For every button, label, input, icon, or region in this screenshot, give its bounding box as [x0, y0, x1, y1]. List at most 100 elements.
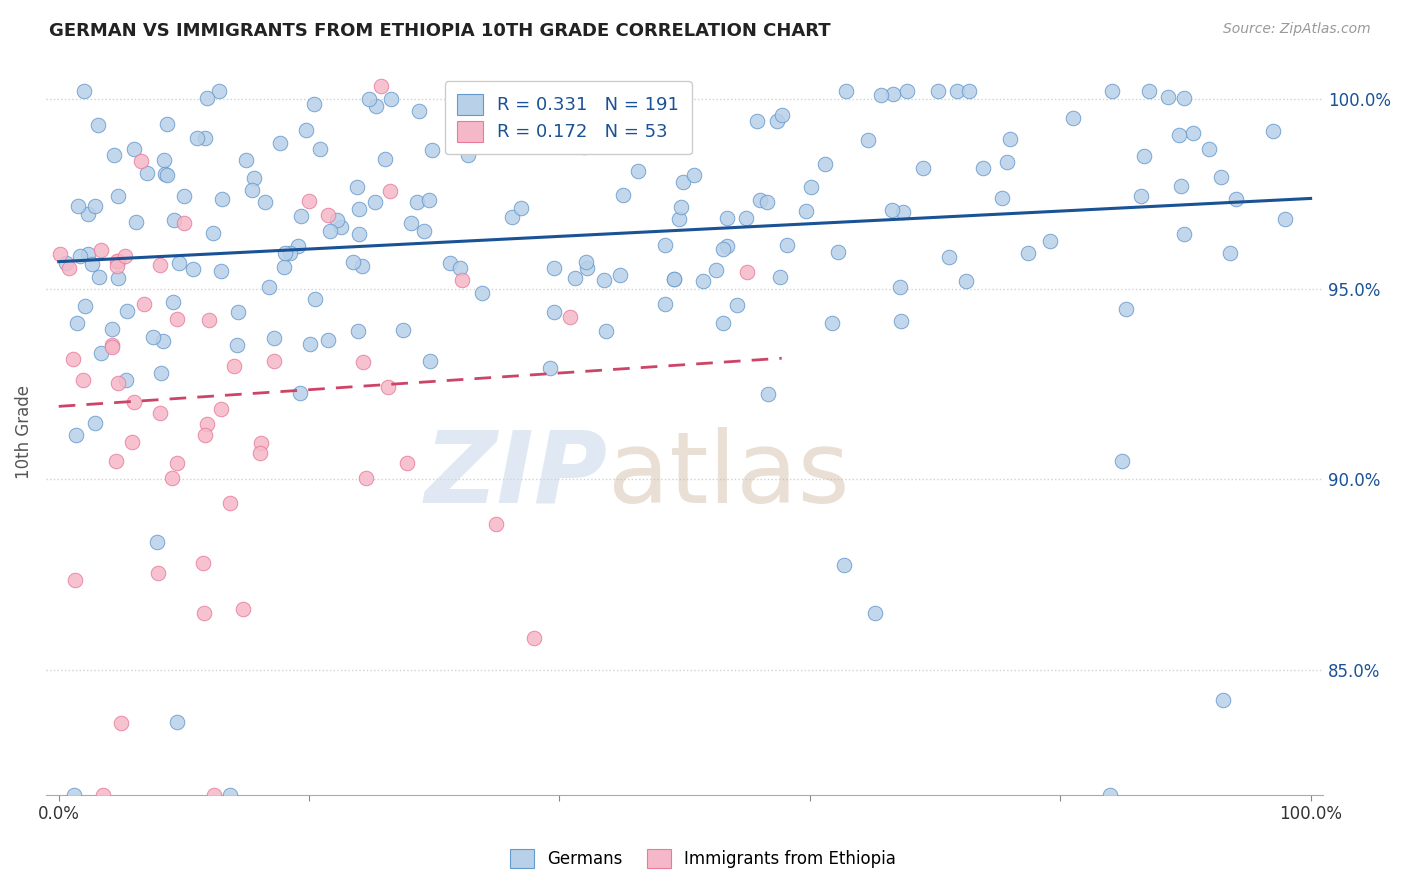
Point	[218, 496, 240, 510]
Point	[530, 105, 553, 120]
Point	[880, 203, 903, 218]
Point	[882, 87, 904, 102]
Point	[77, 207, 100, 221]
Point	[957, 84, 980, 98]
Point	[668, 212, 690, 227]
Point	[86, 118, 108, 132]
Point	[692, 274, 714, 288]
Point	[1181, 126, 1204, 140]
Point	[352, 355, 374, 369]
Point	[870, 88, 893, 103]
Point	[240, 182, 263, 196]
Point	[538, 361, 561, 376]
Point	[472, 113, 495, 128]
Point	[153, 167, 176, 181]
Point	[107, 189, 129, 203]
Point	[58, 261, 80, 276]
Point	[471, 286, 494, 301]
Point	[162, 294, 184, 309]
Point	[1168, 128, 1191, 142]
Point	[609, 268, 631, 282]
Point	[235, 153, 257, 168]
Point	[146, 535, 169, 549]
Point	[890, 313, 912, 327]
Point	[946, 84, 969, 98]
Point	[55, 256, 77, 270]
Point	[912, 161, 935, 175]
Point	[49, 247, 72, 261]
Point	[749, 193, 772, 207]
Point	[581, 95, 603, 109]
Point	[288, 386, 311, 401]
Point	[298, 194, 321, 208]
Point	[222, 359, 245, 373]
Point	[439, 256, 461, 270]
Point	[87, 269, 110, 284]
Point	[1170, 178, 1192, 193]
Point	[1115, 301, 1137, 316]
Point	[114, 373, 136, 387]
Point	[1173, 91, 1195, 105]
Point	[543, 261, 565, 276]
Point	[626, 163, 648, 178]
Point	[346, 325, 368, 339]
Point	[776, 238, 799, 252]
Point	[643, 113, 665, 128]
Point	[1274, 211, 1296, 226]
Point	[938, 250, 960, 264]
Point	[122, 395, 145, 409]
Point	[316, 208, 339, 222]
Point	[420, 143, 443, 157]
Point	[302, 96, 325, 111]
Point	[167, 255, 190, 269]
Point	[121, 434, 143, 449]
Point	[107, 253, 129, 268]
Point	[173, 216, 195, 230]
Point	[273, 260, 295, 274]
Point	[1157, 90, 1180, 104]
Point	[835, 84, 858, 98]
Point	[1219, 246, 1241, 260]
Point	[208, 84, 231, 98]
Point	[166, 312, 188, 326]
Point	[166, 715, 188, 730]
Point	[995, 155, 1018, 169]
Point	[1130, 189, 1153, 203]
Point	[152, 334, 174, 349]
Point	[209, 264, 232, 278]
Point	[90, 243, 112, 257]
Point	[269, 136, 291, 150]
Point	[352, 260, 374, 274]
Point	[711, 242, 734, 256]
Point	[595, 325, 617, 339]
Point	[198, 312, 221, 326]
Point	[1133, 149, 1156, 163]
Point	[243, 170, 266, 185]
Text: Source: ZipAtlas.com: Source: ZipAtlas.com	[1223, 22, 1371, 37]
Point	[716, 211, 738, 226]
Point	[316, 333, 339, 347]
Point	[1111, 454, 1133, 468]
Point	[891, 205, 914, 219]
Text: atlas: atlas	[607, 427, 849, 524]
Point	[1198, 142, 1220, 156]
Point	[662, 272, 685, 286]
Point	[148, 566, 170, 581]
Point	[124, 215, 146, 229]
Point	[156, 168, 179, 182]
Point	[575, 261, 598, 276]
Point	[134, 296, 156, 310]
Point	[370, 78, 392, 93]
Point	[173, 189, 195, 203]
Point	[1263, 124, 1285, 138]
Point	[201, 226, 224, 240]
Point	[654, 237, 676, 252]
Point	[683, 168, 706, 182]
Point	[298, 337, 321, 351]
Point	[543, 305, 565, 319]
Point	[166, 456, 188, 470]
Point	[412, 224, 434, 238]
Point	[117, 303, 139, 318]
Point	[1209, 169, 1232, 184]
Point	[662, 272, 685, 286]
